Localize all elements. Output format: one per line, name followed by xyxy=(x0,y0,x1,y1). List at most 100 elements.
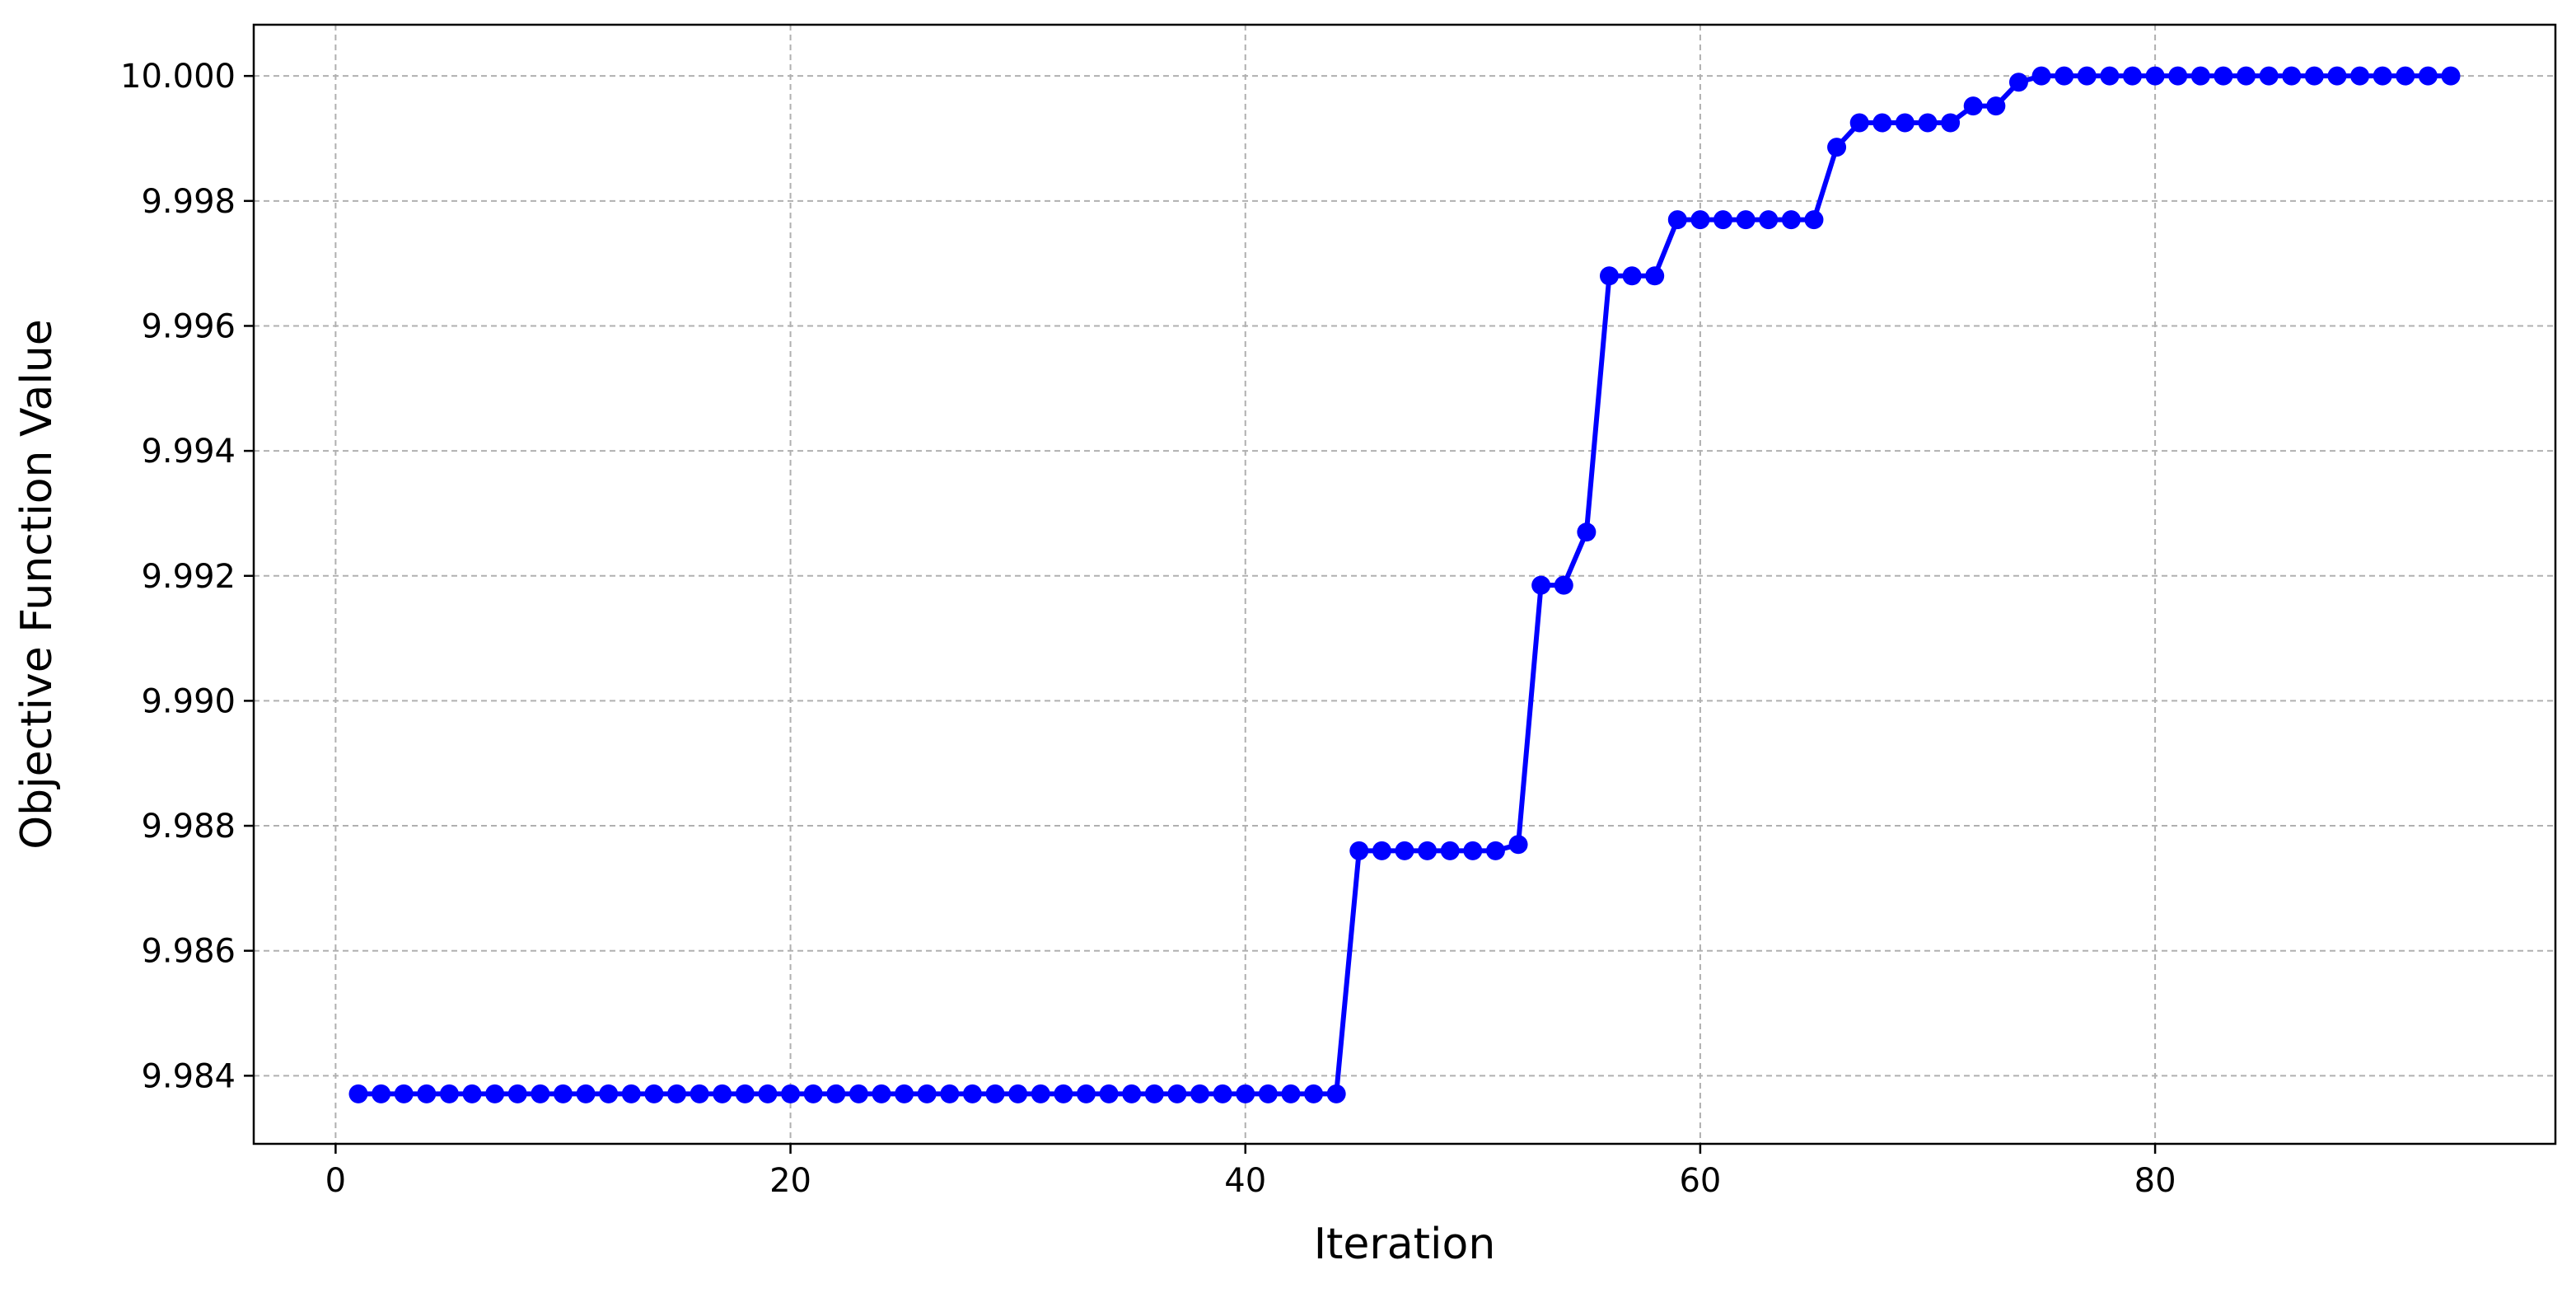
data-point xyxy=(2259,66,2279,86)
data-point xyxy=(485,1084,505,1103)
data-point xyxy=(1804,210,1824,230)
series-plot xyxy=(348,66,2461,1103)
data-point xyxy=(1418,841,1438,860)
x-tick-label: 40 xyxy=(1224,1162,1266,1200)
data-point xyxy=(1645,266,1665,286)
data-point xyxy=(1122,1084,1142,1103)
data-point xyxy=(735,1084,755,1103)
data-point xyxy=(462,1084,482,1103)
grid-lines xyxy=(254,25,2555,1144)
data-point xyxy=(2282,66,2302,86)
y-axis-title: Objective Function Value xyxy=(12,319,62,850)
data-point xyxy=(507,1084,527,1103)
data-point xyxy=(2055,66,2074,86)
data-point xyxy=(1304,1084,1324,1103)
data-point xyxy=(872,1084,891,1103)
data-point xyxy=(1759,210,1779,230)
data-point xyxy=(758,1084,778,1103)
y-tick-label: 9.994 xyxy=(141,433,236,471)
data-point xyxy=(1054,1084,1073,1103)
x-tick-label: 0 xyxy=(325,1162,346,1200)
y-tick-label: 10.000 xyxy=(120,58,236,96)
x-tick-label: 60 xyxy=(1679,1162,1721,1200)
plot-frame xyxy=(252,23,2557,1145)
data-point xyxy=(1736,210,1756,230)
data-point xyxy=(2145,66,2165,86)
data-point xyxy=(1918,113,1938,133)
data-point xyxy=(2100,66,2120,86)
data-point xyxy=(917,1084,937,1103)
data-point xyxy=(1190,1084,1210,1103)
data-point xyxy=(599,1084,619,1103)
data-point xyxy=(1167,1084,1187,1103)
data-point xyxy=(1485,841,1505,860)
x-tick-label: 20 xyxy=(769,1162,811,1200)
data-point xyxy=(1963,96,1983,116)
axis-ticks: 0 20 40 60 80 9.984 9.986 9.988 9.990 9.992 9.994 9… xyxy=(120,58,2176,1200)
data-point xyxy=(1781,210,1801,230)
data-point xyxy=(1372,841,1391,860)
data-point xyxy=(1440,841,1460,860)
data-point xyxy=(1895,113,1914,133)
data-point xyxy=(2304,66,2324,86)
data-point xyxy=(1099,1084,1119,1103)
data-point xyxy=(2396,66,2415,86)
data-point xyxy=(621,1084,641,1103)
data-point xyxy=(826,1084,846,1103)
data-point xyxy=(1599,266,1619,286)
data-point xyxy=(372,1084,391,1103)
data-point xyxy=(439,1084,459,1103)
data-point xyxy=(1622,266,1642,286)
data-point xyxy=(667,1084,687,1103)
data-point xyxy=(1872,113,1892,133)
y-tick-label: 9.992 xyxy=(141,558,236,596)
data-point xyxy=(781,1084,801,1103)
data-point xyxy=(2031,66,2051,86)
data-point xyxy=(962,1084,982,1103)
data-point xyxy=(1554,575,1573,595)
data-point xyxy=(1395,841,1414,860)
data-point xyxy=(1667,210,1687,230)
data-point xyxy=(644,1084,664,1103)
data-point xyxy=(1349,841,1369,860)
x-axis-title: Iteration xyxy=(1314,1220,1496,1269)
data-point xyxy=(2441,66,2461,86)
y-tick-label: 9.986 xyxy=(141,933,236,971)
data-point xyxy=(576,1084,596,1103)
y-tick-label: 9.998 xyxy=(141,183,236,221)
data-point xyxy=(1849,113,1869,133)
y-tick-label: 9.990 xyxy=(141,682,236,720)
data-point xyxy=(553,1084,573,1103)
data-point xyxy=(713,1084,732,1103)
data-point xyxy=(2350,66,2370,86)
data-point xyxy=(1281,1084,1301,1103)
data-point xyxy=(2168,66,2188,86)
data-point xyxy=(1213,1084,1232,1103)
data-point xyxy=(2214,66,2233,86)
data-point xyxy=(1577,522,1597,542)
data-point xyxy=(1531,575,1551,595)
data-point xyxy=(1941,113,1961,133)
data-point xyxy=(417,1084,437,1103)
data-point xyxy=(1463,841,1483,860)
data-point xyxy=(1986,96,2006,116)
data-point xyxy=(531,1084,550,1103)
data-point xyxy=(1690,210,1710,230)
data-point xyxy=(803,1084,823,1103)
data-point xyxy=(2190,66,2210,86)
data-point xyxy=(1713,210,1733,230)
data-point xyxy=(1236,1084,1255,1103)
data-point xyxy=(1031,1084,1050,1103)
data-point xyxy=(1827,138,1847,157)
data-point xyxy=(1144,1084,1164,1103)
data-point xyxy=(348,1084,368,1103)
y-tick-label: 9.996 xyxy=(141,307,236,345)
data-point xyxy=(1258,1084,1278,1103)
data-point xyxy=(1508,835,1528,855)
data-point xyxy=(895,1084,914,1103)
data-point xyxy=(2327,66,2347,86)
data-point xyxy=(2237,66,2256,86)
data-point xyxy=(1076,1084,1096,1103)
